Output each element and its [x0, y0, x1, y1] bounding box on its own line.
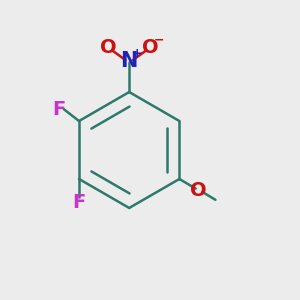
Text: O: O — [142, 38, 158, 57]
Text: F: F — [52, 100, 65, 118]
Text: N: N — [121, 51, 138, 71]
Text: −: − — [154, 34, 164, 47]
Text: O: O — [100, 38, 117, 57]
Text: +: + — [132, 47, 142, 61]
Text: F: F — [72, 193, 86, 212]
Text: O: O — [190, 181, 207, 200]
